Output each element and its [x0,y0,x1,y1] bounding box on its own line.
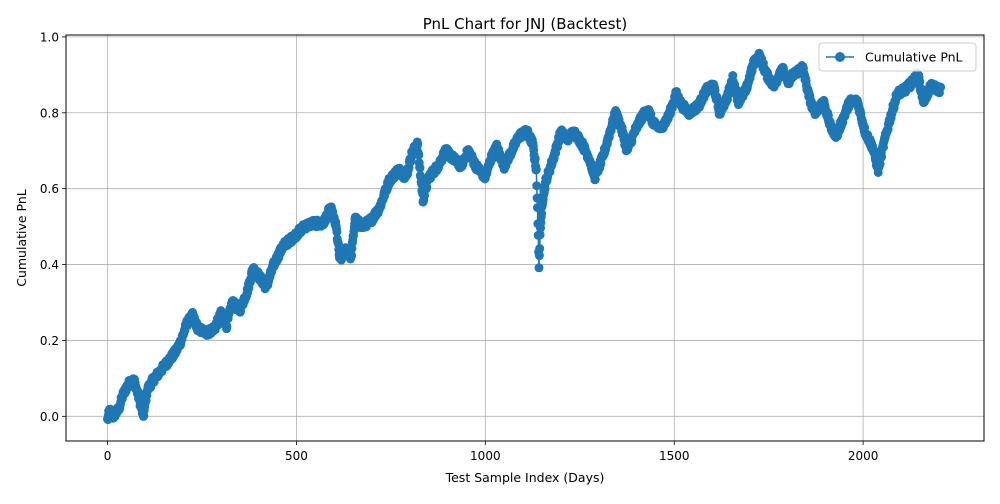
data-point [534,263,544,273]
series-points [103,48,946,425]
data-point [875,159,885,169]
data-point [936,82,946,92]
x-tick-label: 1500 [659,449,690,463]
legend-label: Cumulative PnL [865,50,963,65]
data-point [222,321,232,331]
y-axis-label: Cumulative PnL [14,189,29,287]
y-tick-label: 0.8 [40,106,59,120]
data-point [532,181,542,191]
data-point [535,244,545,254]
plot-frame [65,34,985,442]
data-point [530,154,540,164]
data-point [332,227,342,237]
data-point [535,230,545,240]
y-tick-label: 0.4 [40,258,59,272]
y-tick-label: 1.0 [40,30,59,44]
x-tick-label: 2000 [848,449,879,463]
data-point [534,251,544,261]
x-tick-label: 1000 [470,449,501,463]
grid-layer [66,35,984,441]
x-tick-label: 0 [104,449,112,463]
data-point [531,165,541,175]
data-point [537,209,547,218]
legend-box [818,42,977,72]
data-point [347,251,357,261]
data-point [415,163,425,173]
tick-layer: 0 500 1000 1500 2000 0.0 0.2 0.4 0.6 0.8 1.0 [40,30,878,463]
chart-title: PnL Chart for JNJ (Backtest) [423,15,628,33]
legend: Cumulative PnL [818,42,977,72]
y-tick-label: 0.6 [40,182,59,196]
y-tick-label: 0.0 [40,410,59,424]
y-tick-label: 0.2 [40,334,59,348]
x-tick-label: 500 [285,449,308,463]
data-point [877,152,887,162]
series-layer [103,48,946,425]
x-axis-label: Test Sample Index (Days) [445,470,605,485]
legend-marker [835,52,845,62]
data-point [413,139,423,149]
data-point [414,150,424,160]
